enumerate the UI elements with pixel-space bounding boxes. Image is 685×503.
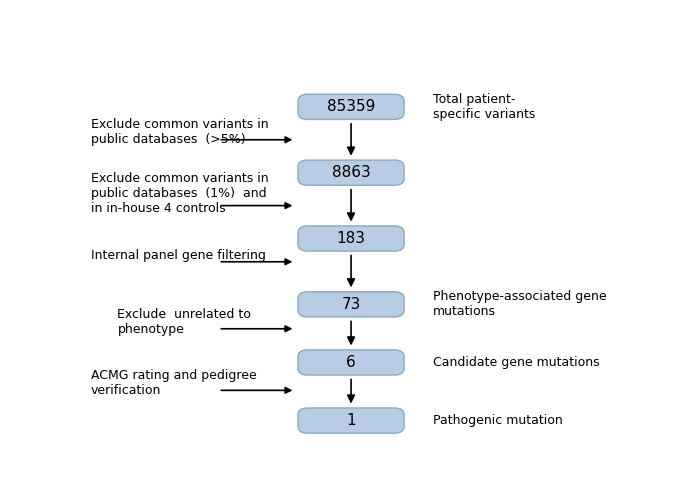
Text: 8863: 8863 xyxy=(332,165,371,180)
FancyBboxPatch shape xyxy=(298,94,404,119)
Text: Internal panel gene filtering: Internal panel gene filtering xyxy=(91,249,266,263)
Text: 6: 6 xyxy=(346,355,356,370)
FancyBboxPatch shape xyxy=(298,160,404,185)
FancyBboxPatch shape xyxy=(298,350,404,375)
Text: Exclude common variants in
public databases  (1%)  and
in in-house 4 controls: Exclude common variants in public databa… xyxy=(91,173,269,215)
FancyBboxPatch shape xyxy=(298,226,404,251)
Text: Exclude common variants in
public databases  (>5%): Exclude common variants in public databa… xyxy=(91,118,269,146)
Text: 1: 1 xyxy=(346,413,356,428)
Text: Pathogenic mutation: Pathogenic mutation xyxy=(434,414,563,427)
Text: 85359: 85359 xyxy=(327,99,375,114)
Text: Phenotype-associated gene
mutations: Phenotype-associated gene mutations xyxy=(434,290,607,318)
Text: 73: 73 xyxy=(341,297,361,312)
Text: Candidate gene mutations: Candidate gene mutations xyxy=(434,356,600,369)
FancyBboxPatch shape xyxy=(298,408,404,433)
FancyBboxPatch shape xyxy=(298,292,404,317)
Text: 183: 183 xyxy=(336,231,366,246)
Text: Total patient-
specific variants: Total patient- specific variants xyxy=(434,93,536,121)
Text: ACMG rating and pedigree
verification: ACMG rating and pedigree verification xyxy=(91,369,257,396)
Text: Exclude  unrelated to
phenotype: Exclude unrelated to phenotype xyxy=(118,308,251,336)
